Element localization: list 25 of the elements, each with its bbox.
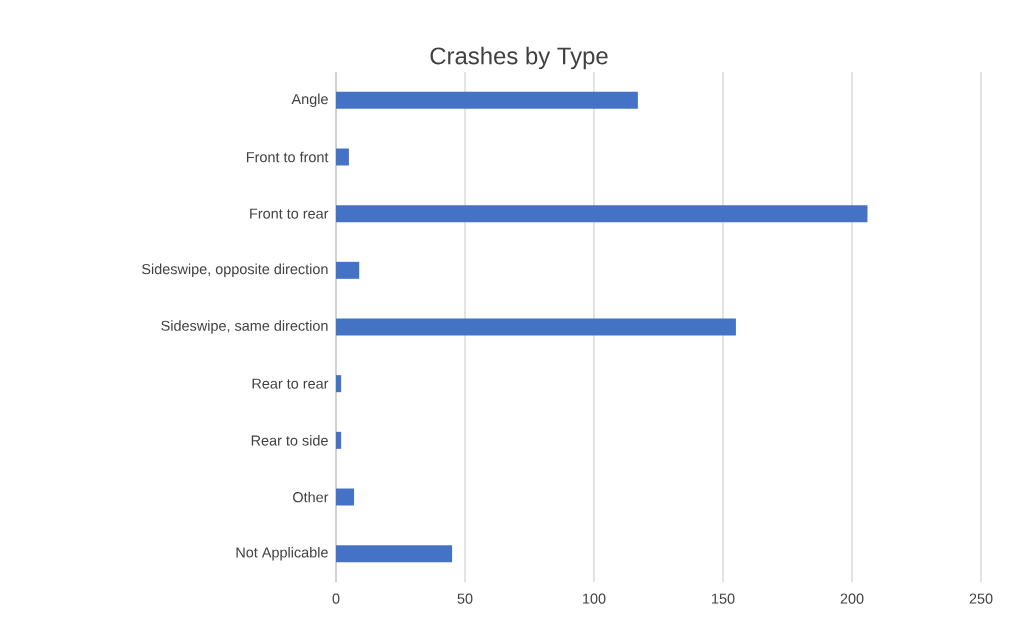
y-tick-label: Other bbox=[293, 491, 329, 503]
x-tick-label: 200 bbox=[840, 593, 864, 604]
y-tick-label: Sideswipe, opposite direction bbox=[142, 263, 328, 278]
x-tick-label: 100 bbox=[583, 593, 606, 604]
y-tick-label: Front to rear bbox=[250, 208, 329, 219]
x-tick-label: 150 bbox=[712, 593, 735, 604]
y-tick-label: Sideswipe, same direction bbox=[161, 320, 328, 334]
y-tick-label: Rear to rear bbox=[252, 378, 329, 389]
y-tick-label: Not Applicable bbox=[236, 546, 328, 561]
y-tick-label: Angle bbox=[291, 93, 328, 108]
bar bbox=[336, 261, 360, 279]
bar bbox=[336, 431, 342, 449]
y-tick-label: Rear to side bbox=[251, 435, 328, 446]
bar bbox=[336, 318, 736, 336]
x-tick-label: 0 bbox=[332, 593, 340, 604]
bar bbox=[336, 91, 638, 109]
bar bbox=[336, 545, 453, 563]
x-tick-label: 50 bbox=[457, 593, 473, 604]
bar bbox=[336, 205, 868, 223]
bar bbox=[336, 148, 349, 166]
bar bbox=[336, 375, 342, 393]
x-tick-label: 250 bbox=[969, 593, 993, 604]
chart-title: Crashes by Type bbox=[430, 46, 608, 70]
bar bbox=[336, 488, 355, 506]
y-tick-label: Front to front bbox=[246, 151, 329, 163]
